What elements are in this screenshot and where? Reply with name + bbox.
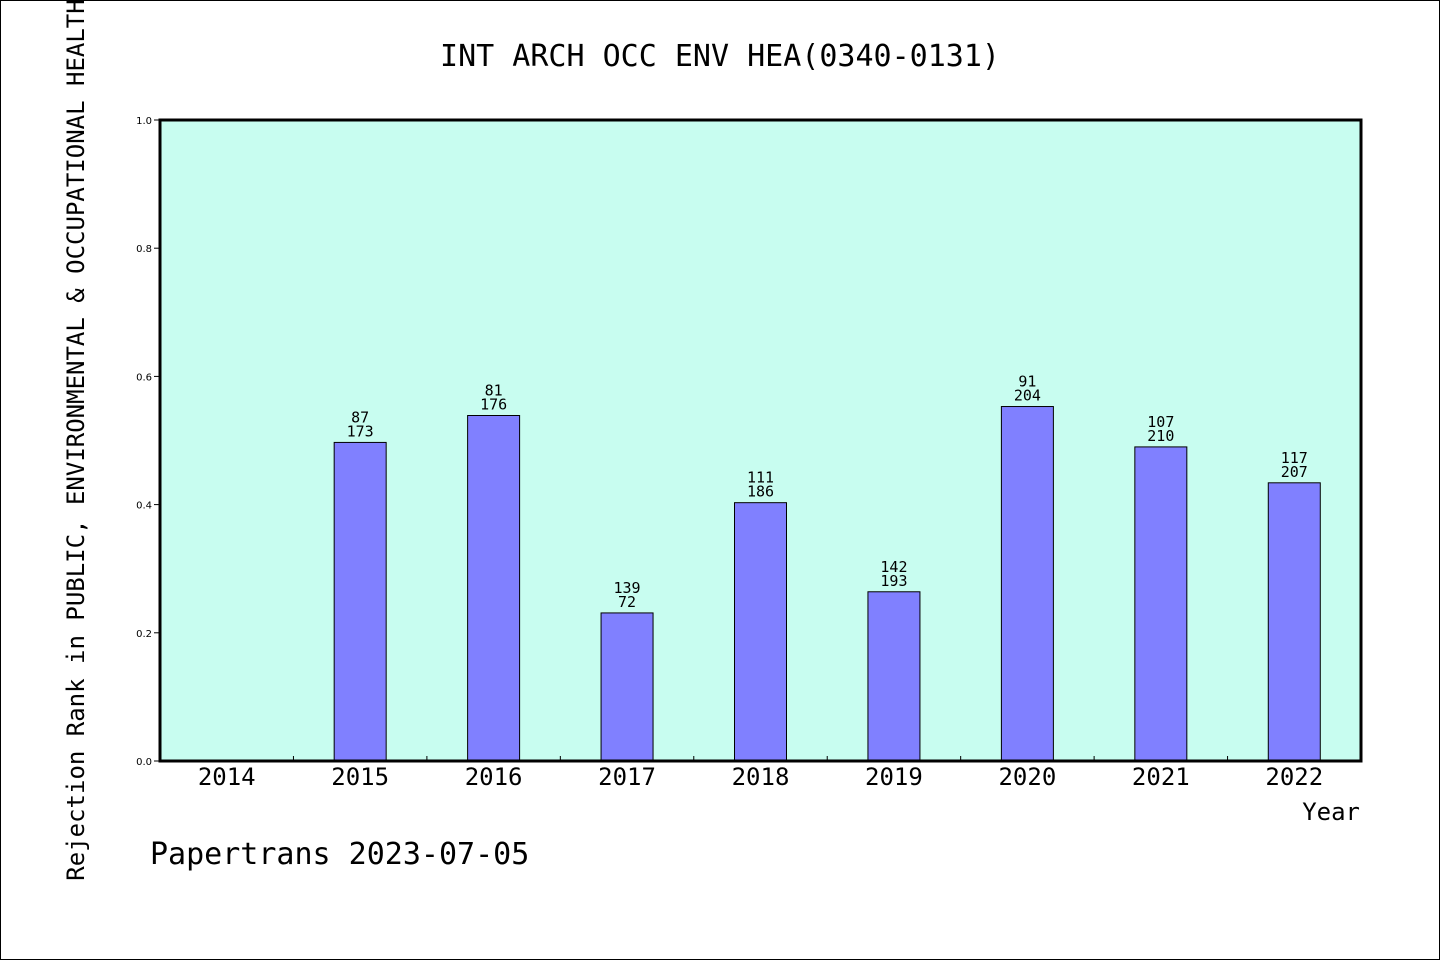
- data-label-bottom: 210: [1147, 427, 1174, 445]
- x-tick-label: 2019: [865, 763, 923, 791]
- data-label-top: 111: [747, 469, 774, 487]
- y-axis-label: Rejection Rank in PUBLIC, ENVIRONMENTAL …: [62, 0, 90, 881]
- y-tick-label: 0.4: [136, 501, 152, 512]
- y-tick-label: 1.0: [136, 116, 152, 127]
- bar-2021: [1134, 446, 1188, 762]
- x-tick-label: 2015: [331, 763, 389, 791]
- bar-2022: [1267, 482, 1321, 762]
- data-label-top: 107: [1147, 413, 1174, 431]
- footer-credit: Papertrans 2023-07-05: [150, 837, 529, 872]
- data-label-bottom: 204: [1014, 387, 1041, 405]
- y-axis-ticks: 0.0 0.2 0.4 0.6 0.8 1.0: [136, 116, 160, 768]
- x-tick-label: 2017: [598, 763, 656, 791]
- y-tick-label: 0.6: [136, 372, 152, 383]
- y-tick-label: 0.8: [136, 244, 152, 255]
- data-label-top: 81: [485, 382, 503, 400]
- data-label-bottom: 186: [747, 483, 774, 501]
- data-label-bottom: 176: [480, 396, 507, 414]
- data-label-top: 117: [1281, 449, 1308, 467]
- data-label-bottom: 72: [618, 593, 636, 611]
- bar-2018: [734, 502, 787, 762]
- data-label-bottom: 207: [1281, 463, 1308, 481]
- data-label-top: 87: [351, 408, 369, 426]
- y-tick-label: 0.2: [136, 629, 152, 640]
- x-axis-ticks: 2014 2015 2016 2017 2018 2019 2020 2021 2022: [198, 756, 1323, 791]
- x-axis-label: Year: [1302, 798, 1360, 826]
- x-tick-label: 2021: [1132, 763, 1190, 791]
- x-tick-label: 2018: [732, 763, 790, 791]
- chart-title: INT ARCH OCC ENV HEA(0340-0131): [440, 39, 1000, 74]
- x-tick-label: 2022: [1265, 763, 1323, 791]
- y-tick-label: 0.0: [136, 757, 152, 768]
- data-label-top: 142: [880, 558, 907, 576]
- data-label-bottom: 173: [347, 422, 374, 440]
- bar-2020: [1000, 406, 1054, 762]
- bar-2019: [867, 591, 921, 762]
- bar-2016: [467, 415, 521, 762]
- data-label-bottom: 193: [880, 572, 907, 590]
- data-label-top: 139: [614, 579, 641, 597]
- data-label-top: 91: [1018, 373, 1036, 391]
- bar-2017: [600, 612, 654, 762]
- x-tick-label: 2020: [998, 763, 1056, 791]
- plot-border: [158, 118, 1363, 763]
- bar-2015: [333, 441, 387, 762]
- x-tick-label: 2016: [465, 763, 523, 791]
- bars-group: [333, 406, 1321, 762]
- x-tick-label: 2014: [198, 763, 256, 791]
